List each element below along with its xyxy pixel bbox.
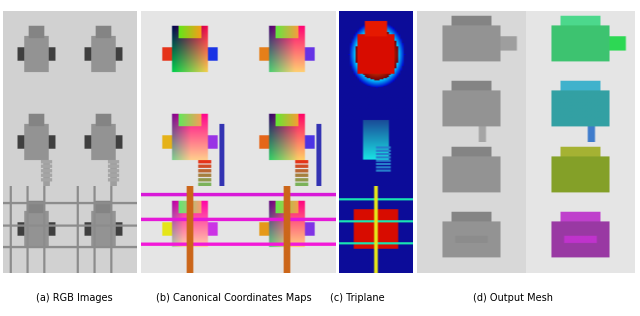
Text: (b) Canonical Coordinates Maps: (b) Canonical Coordinates Maps bbox=[156, 293, 312, 303]
Text: (a) RGB Images: (a) RGB Images bbox=[36, 293, 113, 303]
Text: (d) Output Mesh: (d) Output Mesh bbox=[472, 293, 553, 303]
Text: (c) Triplane: (c) Triplane bbox=[330, 293, 385, 303]
